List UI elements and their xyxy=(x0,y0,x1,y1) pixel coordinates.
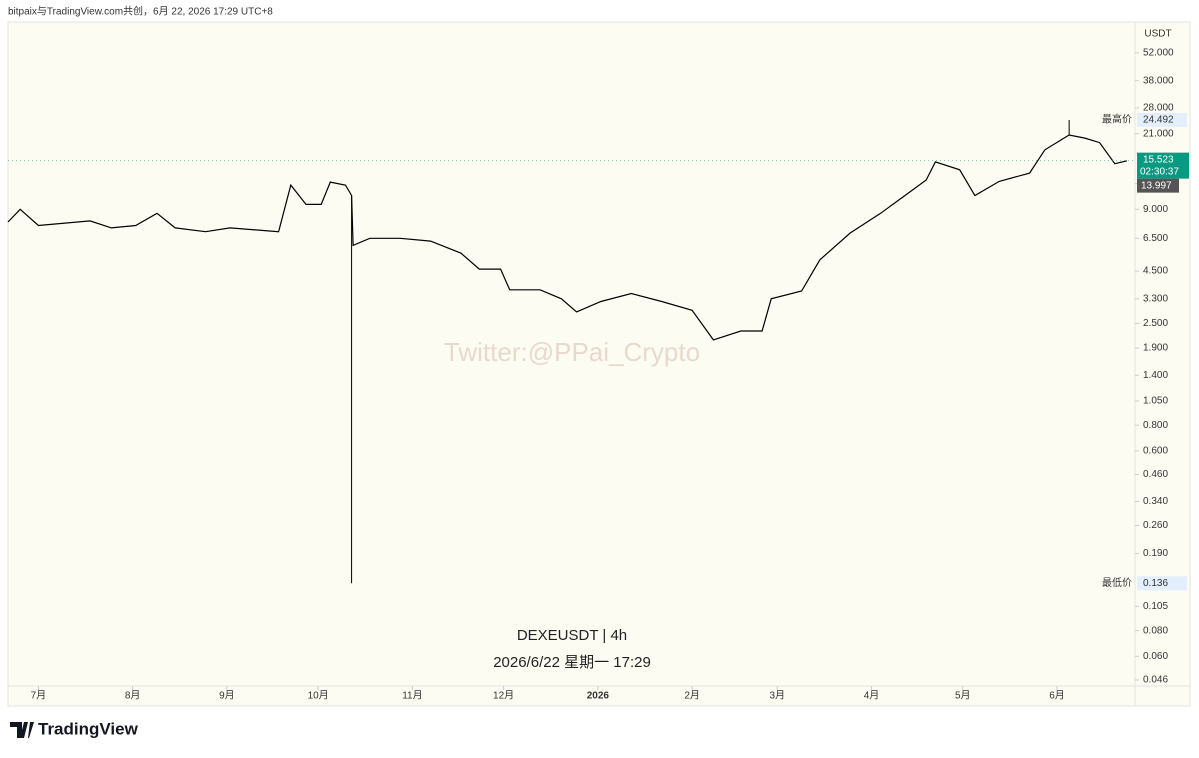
x-tick-label: 5月 xyxy=(955,690,971,702)
y-tick-label: 0.105 xyxy=(1143,601,1168,612)
header: bitpaix与TradingView.com共创，6月 22, 2026 17… xyxy=(8,5,273,18)
x-tick-label: 11月 xyxy=(402,690,422,702)
brand-logo xyxy=(10,722,34,738)
y-tick-label: 1.400 xyxy=(1143,370,1168,381)
ref-price-badge xyxy=(1137,178,1179,193)
y-tick-label: 0.060 xyxy=(1143,651,1168,662)
y-tick-label: 0.190 xyxy=(1143,548,1168,559)
low-price: 0.136 xyxy=(1143,578,1168,589)
x-tick-label: 9月 xyxy=(219,690,235,702)
x-tick-label: 10月 xyxy=(308,690,329,702)
y-tick-label: 21.000 xyxy=(1143,128,1174,139)
x-tick-label: 6月 xyxy=(1049,690,1065,702)
low-tag: 最低价 xyxy=(1102,576,1132,589)
ref-price: 13.997 xyxy=(1141,180,1172,191)
x-tick-label: 7月 xyxy=(31,690,47,702)
watermark: Twitter:@PPai_Crypto xyxy=(444,337,700,367)
y-tick-label: 0.340 xyxy=(1143,496,1168,507)
y-tick-label: 0.800 xyxy=(1143,420,1168,431)
x-tick-label: 2月 xyxy=(684,690,700,702)
y-tick-label: 0.046 xyxy=(1143,675,1168,686)
y-tick-label: 0.460 xyxy=(1143,469,1168,480)
y-tick-label: 2.500 xyxy=(1143,318,1168,329)
high-badge xyxy=(1137,112,1187,127)
low-badge xyxy=(1137,576,1187,591)
chart-subtitle: 2026/6/22 星期一 17:29 xyxy=(493,654,651,671)
high-price: 24.492 xyxy=(1143,115,1174,126)
x-tick-label: 4月 xyxy=(864,690,880,702)
chart-panel xyxy=(7,21,1191,707)
y-tick-label: 0.260 xyxy=(1143,520,1168,531)
y-tick-label: 52.000 xyxy=(1143,47,1174,58)
x-tick-label: 12月 xyxy=(493,690,514,702)
brand-name: TradingView xyxy=(38,719,139,738)
x-tick-label: 3月 xyxy=(769,690,785,702)
y-tick-label: 28.000 xyxy=(1143,103,1174,114)
countdown: 02:30:37 xyxy=(1140,166,1179,177)
y-tick-label: 3.300 xyxy=(1143,293,1168,304)
chart-title: DEXEUSDT | 4h xyxy=(517,627,627,644)
x-tick-label: 8月 xyxy=(125,690,141,702)
y-tick-label: 0.080 xyxy=(1143,625,1168,636)
high-tag: 最高价 xyxy=(1102,113,1132,126)
y-tick-label: 9.000 xyxy=(1143,204,1168,215)
y-unit: USDT xyxy=(1144,29,1171,40)
x-tick-label: 2026 xyxy=(587,691,610,702)
last-price-badge xyxy=(1137,152,1189,179)
y-tick-label: 1.050 xyxy=(1143,396,1168,407)
y-tick-label: 0.600 xyxy=(1143,445,1168,456)
y-tick-label: 6.500 xyxy=(1143,233,1168,244)
y-tick-label: 4.500 xyxy=(1143,266,1168,277)
y-tick-label: 38.000 xyxy=(1143,75,1174,86)
last-price: 15.523 xyxy=(1143,154,1174,165)
price-line xyxy=(7,134,1128,341)
y-tick-label: 1.900 xyxy=(1143,343,1168,354)
